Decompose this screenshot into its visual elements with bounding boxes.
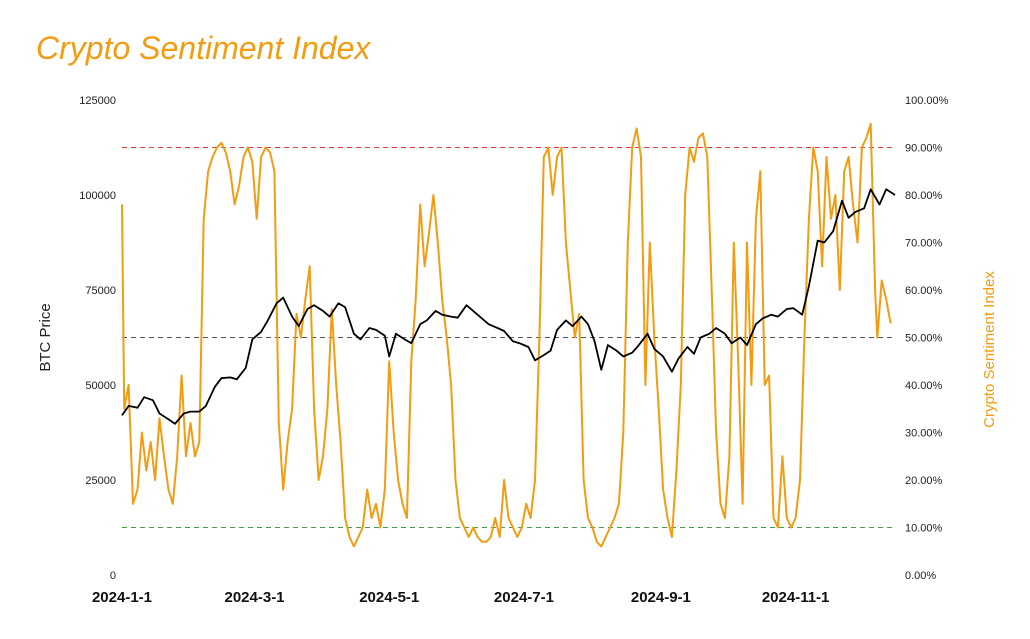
y-right-tick-label: 30.00% <box>905 428 943 440</box>
btc-price-line <box>121 188 896 425</box>
y-left-tick-label: 125000 <box>79 95 116 107</box>
x-tick-label: 2024-9-1 <box>631 589 691 606</box>
y-left-tick-label: 25000 <box>85 475 116 487</box>
y-left-tick-label: 0 <box>110 570 116 582</box>
y-right-tick-label: 70.00% <box>905 238 943 250</box>
y-left-tick-label: 100000 <box>79 190 116 202</box>
y-left-tick-label: 50000 <box>85 380 116 392</box>
y-left-tick-label: 75000 <box>85 285 116 297</box>
y-axis-right-ticks: 0.00% 10.00% 20.00% 30.00% 40.00% 50.00% 60.00… <box>905 95 949 582</box>
sentiment-index-line <box>121 122 892 548</box>
x-tick-label: 2024-7-1 <box>494 589 554 606</box>
y-right-tick-label: 40.00% <box>905 380 943 392</box>
x-tick-label: 2024-3-1 <box>224 589 284 606</box>
y-right-tick-label: 60.00% <box>905 285 943 297</box>
x-tick-label: 2024-5-1 <box>359 589 419 606</box>
y-right-tick-label: 20.00% <box>905 475 943 487</box>
y-right-tick-label: 80.00% <box>905 190 943 202</box>
x-tick-label: 2024-11-1 <box>762 589 830 606</box>
y-right-tick-label: 90.00% <box>905 143 943 155</box>
chart-title: Crypto Sentiment Index <box>36 30 371 66</box>
y-right-tick-label: 10.00% <box>905 523 943 535</box>
y-axis-left-label: BTC Price <box>37 303 54 371</box>
y-right-tick-label: 50.00% <box>905 333 943 345</box>
y-axis-right-label: Crypto Sentiment Index <box>981 271 998 428</box>
x-axis-ticks: 2024-1-1 2024-3-1 2024-5-1 2024-7-1 2024-9-1… <box>92 589 829 606</box>
y-right-tick-label: 0.00% <box>905 570 936 582</box>
y-right-tick-label: 100.00% <box>905 95 949 107</box>
series-group <box>121 122 896 548</box>
x-tick-label: 2024-1-1 <box>92 589 152 606</box>
reference-lines <box>122 147 895 528</box>
y-axis-left-ticks: 0 25000 50000 75000 100000 125000 <box>79 95 116 582</box>
